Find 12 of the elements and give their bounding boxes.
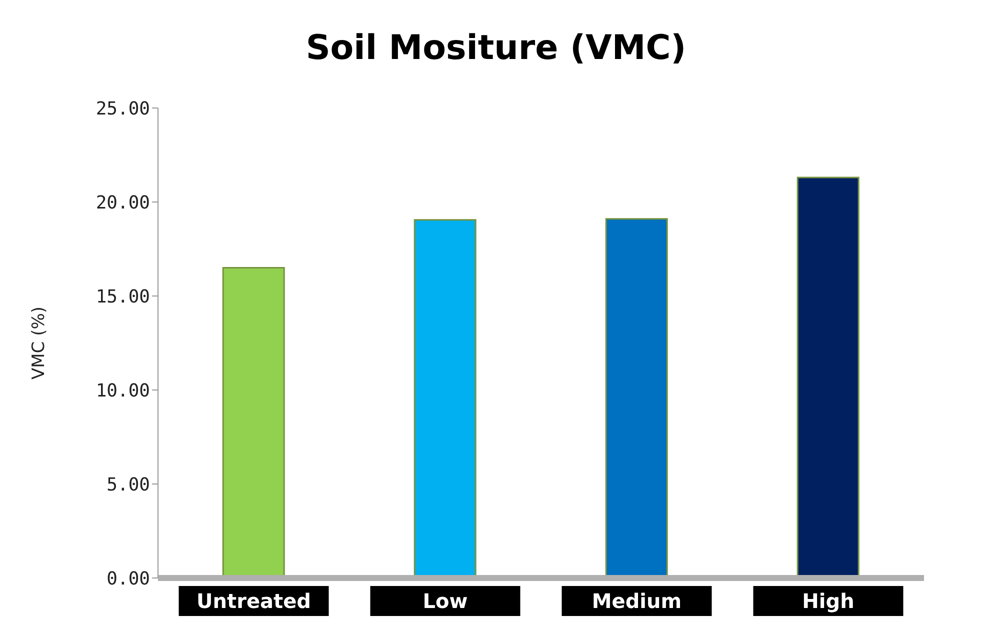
y-axis-title: VMC (%): [29, 306, 50, 380]
x-tick-label: High: [802, 589, 854, 613]
chart-title: Soil Mositure (VMC): [304, 27, 688, 70]
x-tick-label: Untreated: [196, 589, 311, 613]
x-tick-label: Medium: [592, 589, 682, 613]
y-tick-label: 10.00: [96, 380, 150, 402]
y-tick-label: 5.00: [106, 474, 150, 496]
y-tick-label: 0.00: [106, 568, 150, 590]
y-tick-label: 20.00: [96, 192, 150, 214]
y-tick-label: 15.00: [96, 286, 150, 308]
x-tick-label: Low: [422, 589, 468, 613]
y-tick-label: 25.00: [96, 98, 150, 120]
